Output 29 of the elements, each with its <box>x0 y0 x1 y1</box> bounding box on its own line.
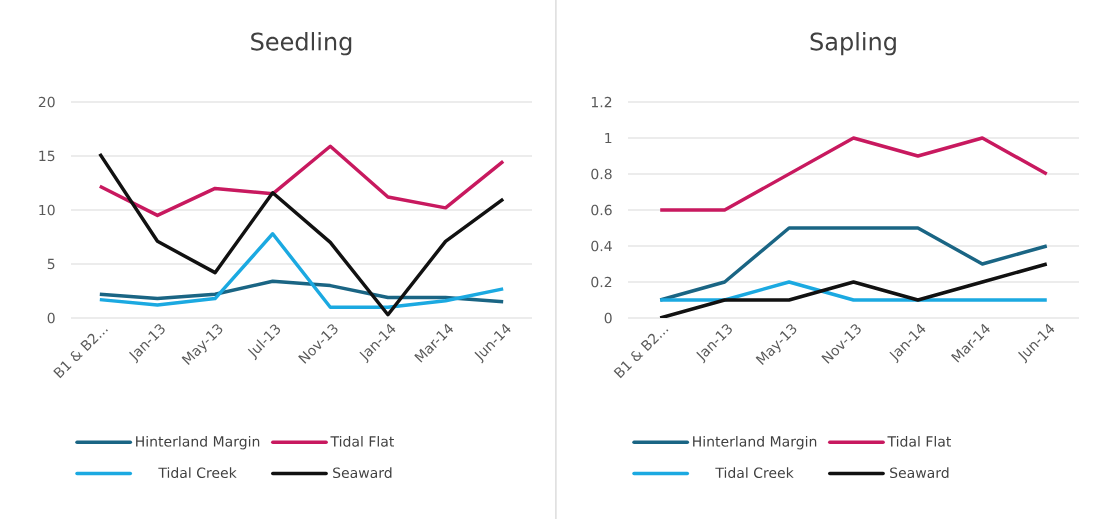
y-tick-label: 0 <box>604 312 612 324</box>
y-tick-label: 15 <box>39 150 55 162</box>
y-tick-label: 20 <box>38 96 55 108</box>
x-tick-label: B1 & B2... <box>53 329 108 379</box>
chart-title: Sapling <box>810 32 896 56</box>
legend-label: Seaward <box>890 467 949 479</box>
legend-label: Tidal Creek <box>715 467 794 479</box>
line-series <box>98 144 505 218</box>
y-tick-label: 5 <box>47 258 55 270</box>
y-tick-label: 1 <box>605 132 612 144</box>
chart-title: Seedling <box>251 32 352 56</box>
legend-label: Tidal Flat <box>330 435 395 447</box>
legend-label: Hinterland Margin <box>136 435 260 450</box>
legend-label: Tidal Creek <box>158 467 237 479</box>
legend-label: Seaward <box>333 467 392 479</box>
y-tick-label: 0 <box>47 312 55 324</box>
y-tick-label: 0.8 <box>591 168 612 180</box>
legend-label: Hinterland Margin <box>693 435 817 450</box>
line-series <box>658 262 1049 318</box>
line-series <box>98 232 505 309</box>
line-series <box>98 279 505 304</box>
y-tick-label: 0.6 <box>591 204 612 216</box>
y-tick-label: 1.2 <box>591 96 612 108</box>
y-tick-label: 0.2 <box>591 276 612 288</box>
y-tick-label: 0.4 <box>591 240 612 252</box>
legend-label: Tidal Flat <box>887 435 952 447</box>
x-tick-label: B1 & B2... <box>613 329 669 379</box>
line-series <box>98 152 505 317</box>
y-tick-label: 10 <box>39 204 55 216</box>
